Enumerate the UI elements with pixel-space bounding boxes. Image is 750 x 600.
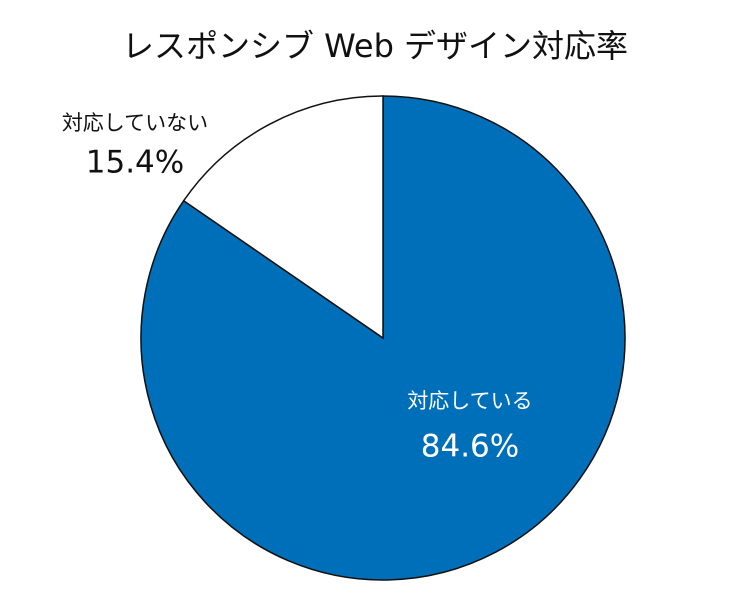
pie-slice xyxy=(182,95,384,340)
value-label: 84.6% xyxy=(421,429,519,465)
value-label: 15.4% xyxy=(86,145,184,181)
slice-label: 対応している xyxy=(407,389,532,413)
chart-title: レスポンシブ Web デザイン対応率 xyxy=(122,27,628,65)
slice-label: 対応していない xyxy=(62,111,208,135)
